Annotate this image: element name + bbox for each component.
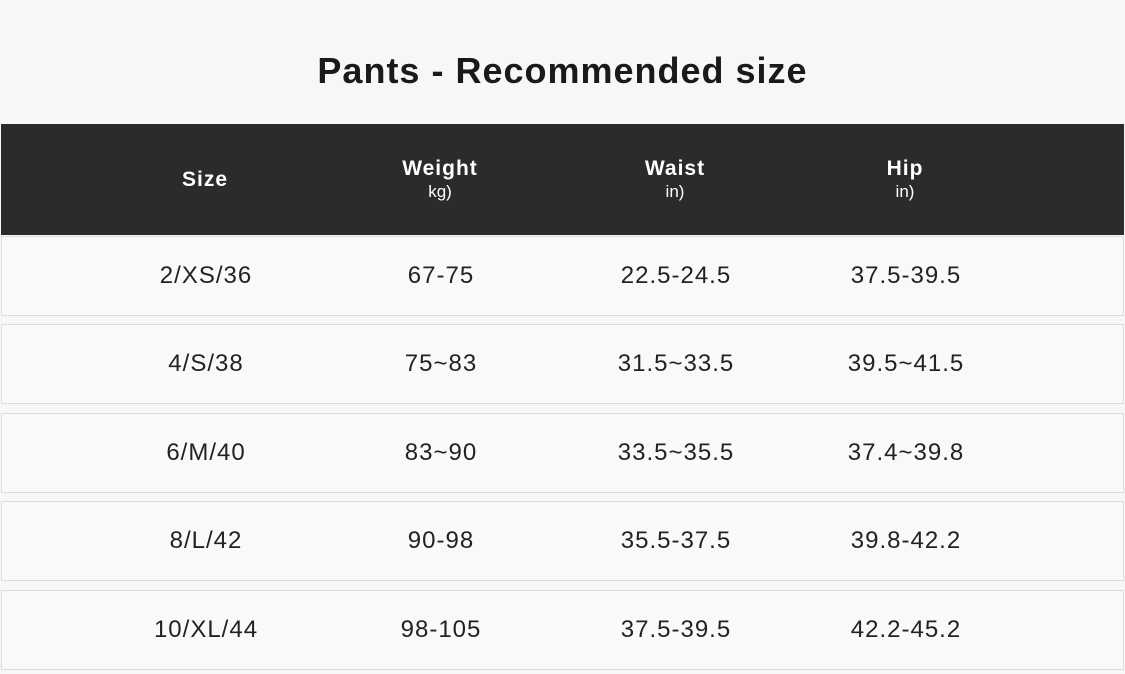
cell-hip: 39.5~41.5 xyxy=(847,350,965,377)
cell-waist: 22.5-24.5 xyxy=(620,262,732,289)
page-title: Pants - Recommended size xyxy=(317,50,808,91)
column-label: Hip xyxy=(886,157,924,180)
column-header-waist: Waist in) xyxy=(575,124,775,235)
table-header: Size Weight kg) Waist in) Hip in) xyxy=(1,124,1124,235)
table-row: 8/L/42 90-98 35.5-37.5 39.8-42.2 xyxy=(1,501,1124,581)
cell-waist: 37.5-39.5 xyxy=(620,616,732,643)
column-label: Waist xyxy=(644,157,706,180)
cell-waist: 31.5~33.5 xyxy=(617,350,735,377)
cell-weight: 67-75 xyxy=(407,262,475,289)
column-label: Size xyxy=(181,167,229,191)
table-row: 6/M/40 83~90 33.5~35.5 37.4~39.8 xyxy=(1,413,1124,493)
cell-weight: 98-105 xyxy=(400,616,482,643)
column-unit: in) xyxy=(665,182,685,201)
cell-weight: 90-98 xyxy=(407,527,475,554)
cell-hip: 42.2-45.2 xyxy=(850,616,962,643)
table-row: 2/XS/36 67-75 22.5-24.5 37.5-39.5 xyxy=(1,236,1124,316)
column-header-hip: Hip in) xyxy=(805,124,1005,235)
cell-size: 6/M/40 xyxy=(166,439,246,466)
cell-hip: 37.5-39.5 xyxy=(850,262,962,289)
column-unit: kg) xyxy=(428,182,452,201)
cell-hip: 39.8-42.2 xyxy=(850,527,962,554)
cell-size: 2/XS/36 xyxy=(159,262,253,289)
cell-size: 4/S/38 xyxy=(168,350,244,377)
cell-size: 8/L/42 xyxy=(169,527,243,554)
column-header-weight: Weight kg) xyxy=(340,124,540,235)
table-row: 4/S/38 75~83 31.5~33.5 39.5~41.5 xyxy=(1,324,1124,404)
cell-weight: 83~90 xyxy=(404,439,478,466)
column-header-size: Size xyxy=(105,124,305,235)
cell-hip: 37.4~39.8 xyxy=(847,439,965,466)
cell-weight: 75~83 xyxy=(404,350,478,377)
cell-size: 10/XL/44 xyxy=(153,616,259,643)
table-row: 10/XL/44 98-105 37.5-39.5 42.2-45.2 xyxy=(1,590,1124,670)
column-label: Weight xyxy=(402,157,478,180)
cell-waist: 33.5~35.5 xyxy=(617,439,735,466)
cell-waist: 35.5-37.5 xyxy=(620,527,732,554)
column-unit: in) xyxy=(895,182,915,201)
